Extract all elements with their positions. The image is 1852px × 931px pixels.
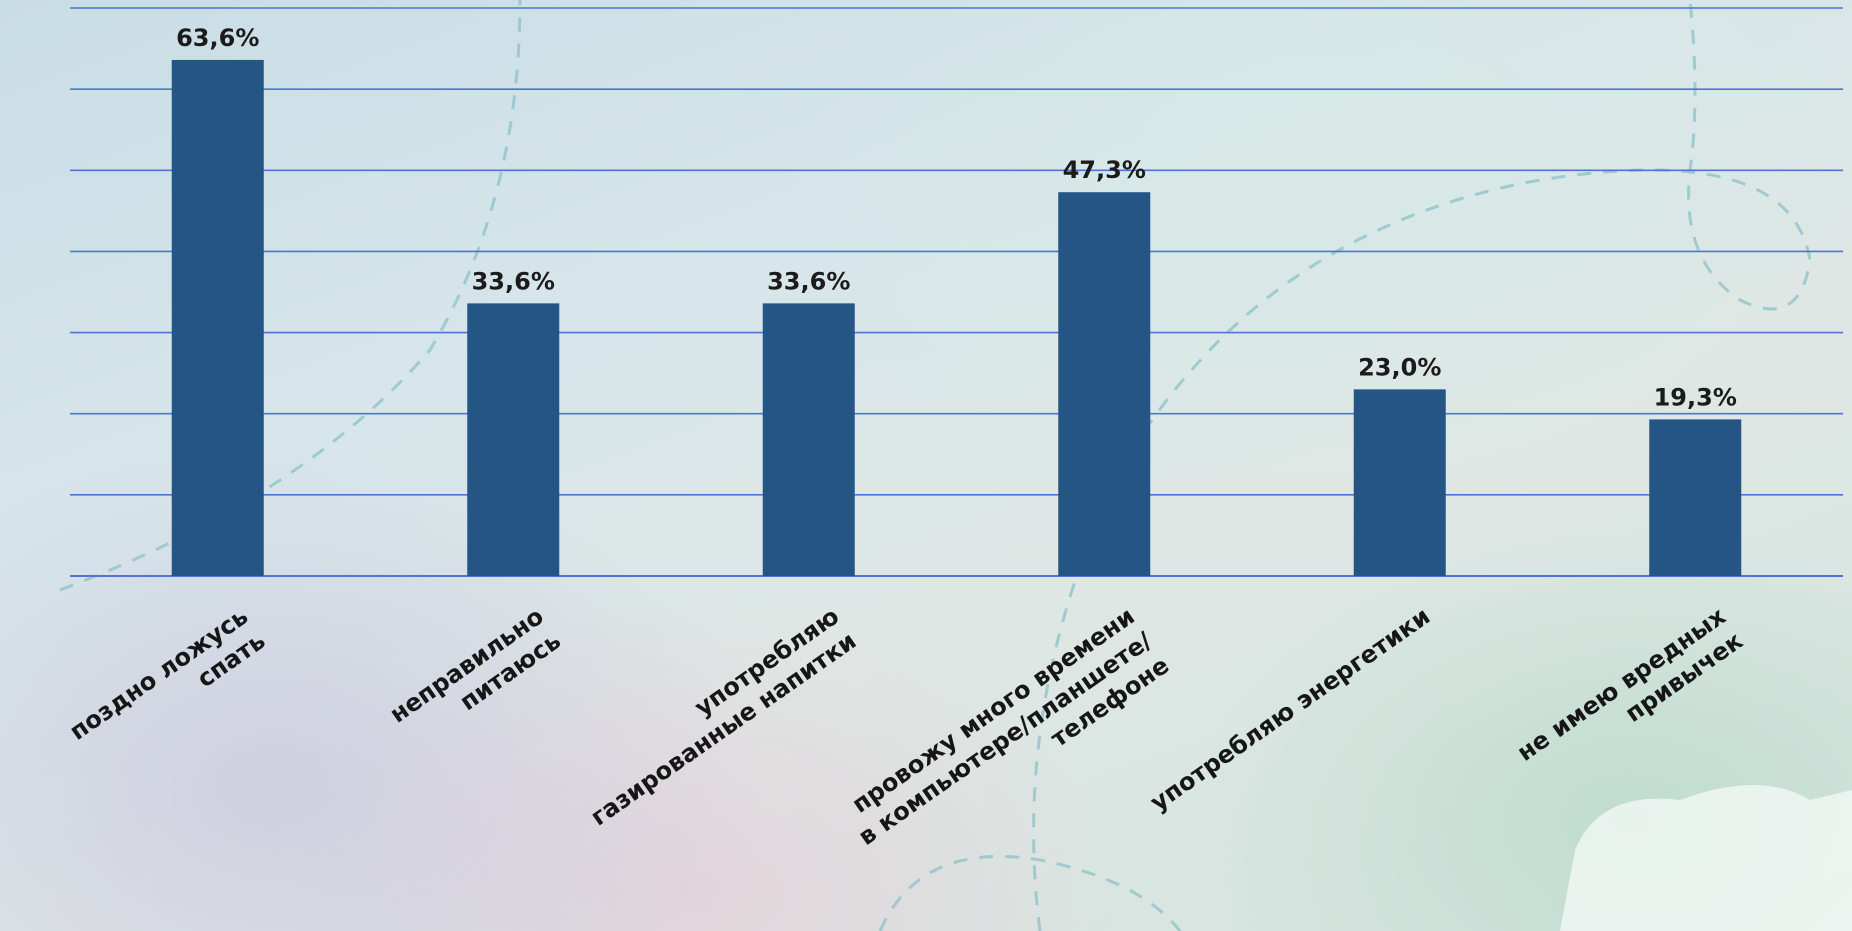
data-label: 19,3% bbox=[1654, 383, 1737, 411]
tick-label: в компьютере/планшете/ bbox=[853, 626, 1157, 850]
bar bbox=[171, 59, 264, 577]
bar bbox=[762, 303, 855, 576]
bar bbox=[1353, 389, 1446, 576]
data-label: 33,6% bbox=[472, 267, 555, 295]
data-label: 47,3% bbox=[1063, 156, 1146, 184]
data-label: 23,0% bbox=[1358, 353, 1441, 381]
bars bbox=[171, 59, 1742, 577]
tick-label: газированные напитки bbox=[585, 627, 861, 832]
dashed-swirl-left bbox=[59, 0, 522, 592]
data-label: 63,6% bbox=[176, 24, 259, 52]
dashed-swirl-bottom bbox=[878, 854, 1182, 931]
background-decoration bbox=[59, 0, 1852, 931]
bar bbox=[1649, 419, 1742, 576]
bar bbox=[1058, 192, 1151, 577]
background-blob bbox=[1560, 785, 1852, 931]
dashed-swirl-middle bbox=[1032, 0, 1812, 931]
value-labels: 63,6% 33,6% 33,6% 47,3% 23,0% 19,3% bbox=[176, 24, 1737, 411]
category-label: употребляю энергетики bbox=[1145, 602, 1435, 817]
tick-label: употребляю энергетики bbox=[1145, 602, 1435, 817]
data-label: 33,6% bbox=[767, 267, 850, 295]
gridlines bbox=[70, 7, 1843, 577]
bar bbox=[467, 303, 560, 576]
